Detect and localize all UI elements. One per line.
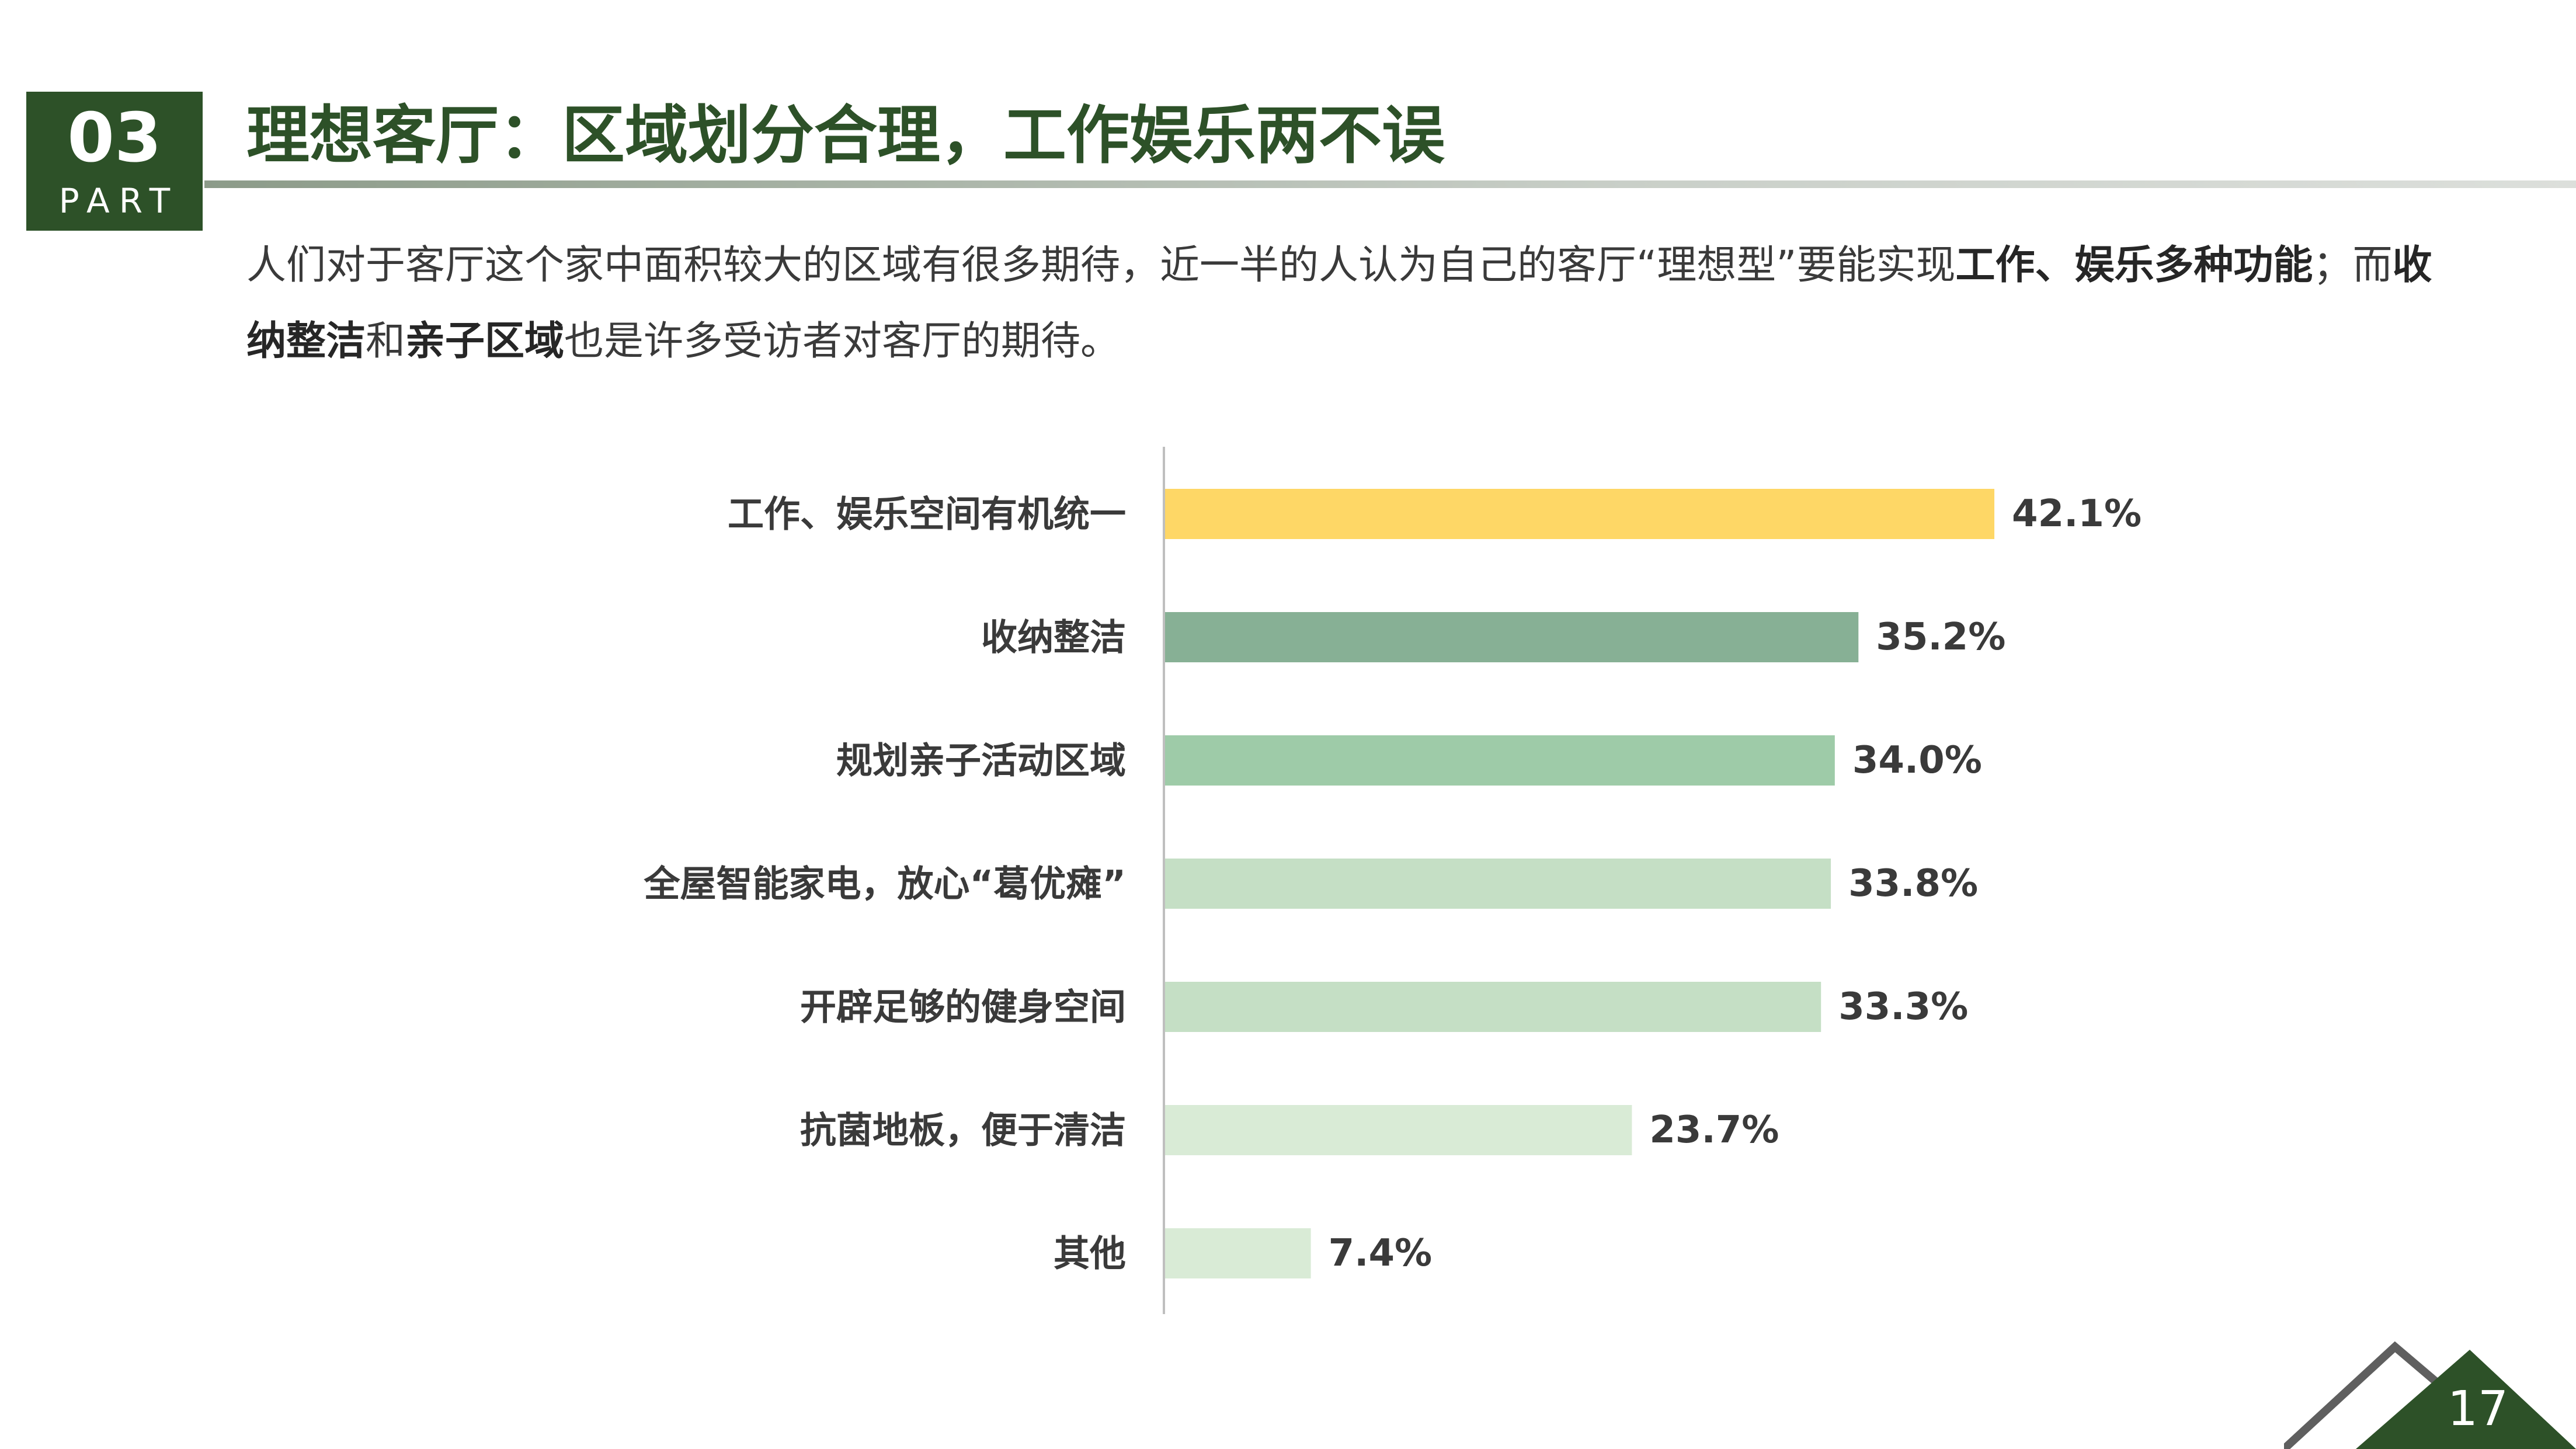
value-label: 42.1% [2012, 492, 2142, 536]
description-text: 人们对于客厅这个家中面积较大的区域有很多期待，近一半的人认为自己的客厅“理想型”… [246, 242, 1956, 289]
page-number: 17 [2447, 1381, 2509, 1437]
corner-decoration [2284, 1341, 2576, 1449]
value-label: 34.0% [1852, 739, 1982, 782]
description-text: 和 [366, 318, 406, 364]
bar [1165, 982, 1821, 1032]
value-label: 23.7% [1649, 1109, 1779, 1152]
bar [1165, 489, 1995, 539]
section-badge: 03 PART [26, 92, 203, 231]
description: 人们对于客厅这个家中面积较大的区域有很多期待，近一半的人认为自己的客厅“理想型”… [246, 228, 2466, 380]
value-label: 7.4% [1329, 1232, 1433, 1275]
page-title: 理想客厅：区域划分合理，工作娱乐两不误 [246, 99, 1445, 172]
category-label: 收纳整洁 [981, 616, 1126, 659]
bar [1165, 612, 1859, 662]
bar [1165, 1105, 1632, 1155]
category-label: 抗菌地板，便于清洁 [800, 1109, 1126, 1152]
bar [1165, 735, 1835, 786]
corner-filled-triangle [2356, 1350, 2576, 1449]
bar [1165, 1228, 1311, 1278]
category-label: 开辟足够的健身空间 [800, 986, 1126, 1028]
value-label: 35.2% [1876, 616, 2005, 659]
title-divider [204, 180, 2576, 188]
category-label: 全屋智能家电，放心“葛优瘫” [644, 863, 1127, 905]
description-highlight: 亲子区域 [405, 318, 565, 364]
description-text: ；而 [2313, 242, 2393, 289]
section-label: PART [58, 181, 180, 221]
value-label: 33.3% [1838, 985, 1968, 1028]
description-highlight: 工作、娱乐多种功能 [1955, 242, 2313, 289]
category-label: 其他 [1054, 1232, 1126, 1275]
description-text: 也是许多受访者对客厅的期待。 [564, 318, 1121, 364]
section-number: 03 [67, 99, 162, 178]
category-label: 规划亲子活动区域 [836, 739, 1126, 782]
description-highlight: 收纳整洁 [246, 242, 2432, 364]
category-label: 工作、娱乐空间有机统一 [728, 493, 1126, 536]
corner-outline-triangle [2284, 1341, 2456, 1449]
bar [1165, 859, 1831, 909]
value-label: 33.8% [1848, 862, 1978, 905]
